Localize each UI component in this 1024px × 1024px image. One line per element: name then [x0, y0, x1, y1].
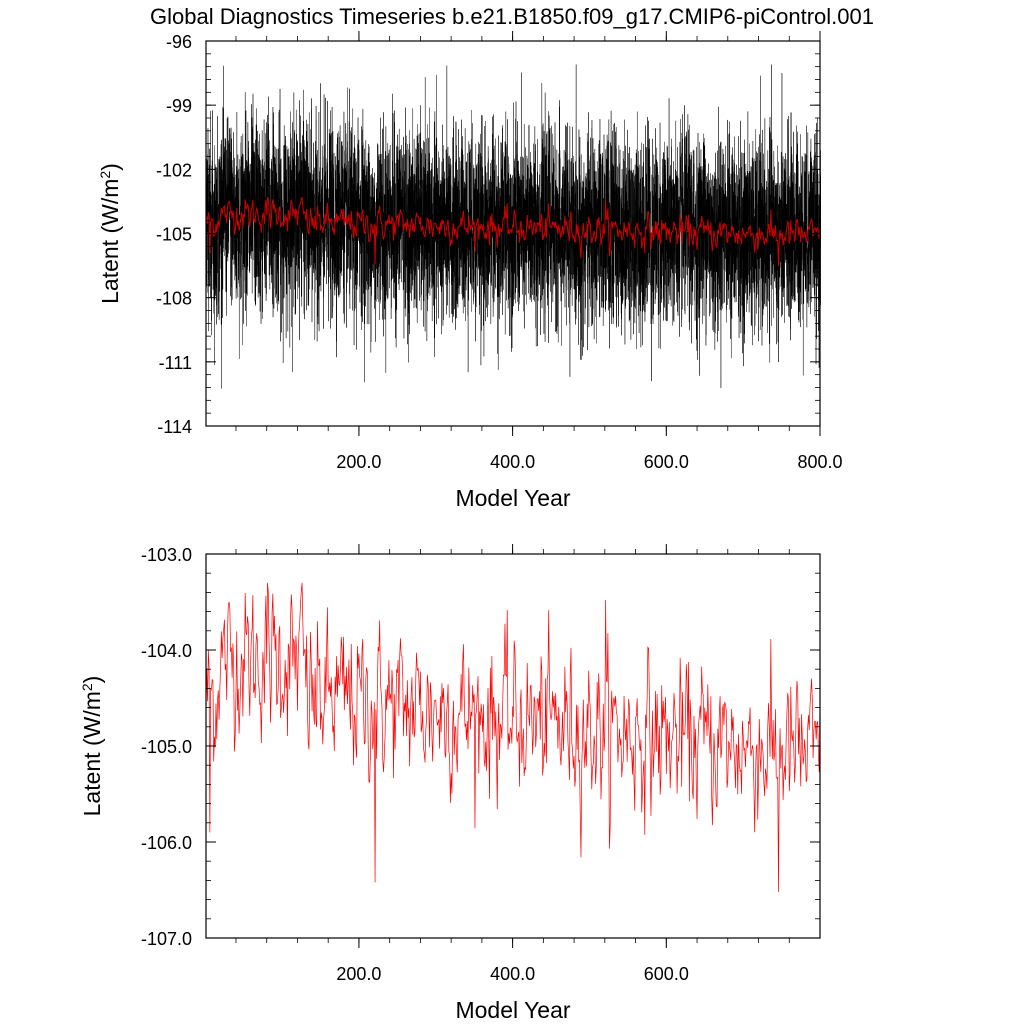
figure-title: Global Diagnostics Timeseries b.e21.B185… — [150, 4, 874, 29]
y-tick-label: -106.0 — [141, 833, 192, 853]
y-axis-label: Latent (W/m2) — [79, 676, 105, 817]
series-line-annual — [205, 196, 821, 267]
y-tick-label: -104.0 — [141, 641, 192, 661]
series-group — [205, 582, 821, 892]
y-tick-label: -103.0 — [141, 545, 192, 565]
panel-annual: -103.0 -104.0 -105.0 -106.0 -107.0 200.0 400.… — [79, 544, 821, 1023]
series-line-annual — [205, 582, 821, 892]
x-tick-label: 400.0 — [490, 452, 535, 472]
x-tick-label: 600.0 — [644, 452, 689, 472]
x-tick-label: 200.0 — [336, 452, 381, 472]
y-tick-labels: -103.0 -104.0 -105.0 -106.0 -107.0 — [141, 545, 192, 949]
plot-frame — [205, 40, 821, 427]
y-tick-label: -99 — [166, 96, 192, 116]
y-tick-labels: -96 -99 -102 -105 -108 -111 -114 — [156, 32, 192, 437]
y-tick-label: -105 — [156, 225, 192, 245]
x-axis-label: Model Year — [455, 485, 570, 511]
y-tick-label: -111 — [159, 353, 192, 373]
x-tick-label: 200.0 — [336, 964, 381, 984]
x-tick-labels: 200.0 400.0 600.0 — [336, 964, 688, 984]
y-tick-label: -114 — [157, 417, 192, 437]
tick-marks — [206, 544, 820, 948]
x-tick-label: 600.0 — [644, 964, 689, 984]
tick-marks — [206, 31, 821, 436]
x-tick-label: 800.0 — [797, 452, 842, 472]
y-tick-label: -108 — [156, 289, 192, 309]
series-group — [205, 64, 821, 389]
y-tick-label: -102 — [156, 160, 192, 180]
plot-frame — [205, 553, 821, 939]
y-tick-label: -107.0 — [141, 929, 192, 949]
y-tick-label: -105.0 — [141, 737, 192, 757]
x-tick-label: 400.0 — [490, 964, 535, 984]
x-tick-labels: 200.0 400.0 600.0 800.0 — [336, 452, 842, 472]
series-line-monthly — [205, 64, 821, 389]
y-tick-label: -96 — [166, 32, 192, 52]
y-axis-label: Latent (W/m2) — [97, 163, 123, 304]
panel-monthly: -96 -99 -102 -105 -108 -111 -114 200.0 400.0 600… — [97, 31, 843, 511]
x-axis-label: Model Year — [455, 997, 570, 1023]
